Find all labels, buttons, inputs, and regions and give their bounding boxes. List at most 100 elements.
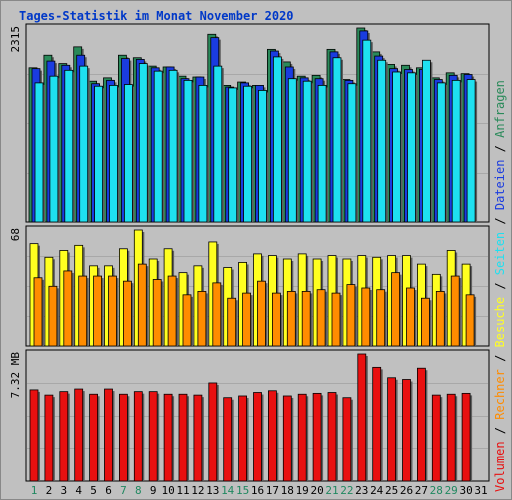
bar-seiten-13 — [213, 65, 223, 223]
bar-rechner-27 — [420, 297, 430, 347]
bar-volumen-18 — [282, 395, 292, 482]
bar-volumen-6 — [104, 388, 113, 482]
bar-rechner-6 — [108, 275, 117, 347]
legend-rechner: Rechner — [493, 369, 507, 420]
bar-seiten-28 — [436, 82, 446, 223]
x-tick-24: 24 — [370, 484, 384, 497]
bar-seiten-12 — [198, 85, 208, 223]
x-tick-9: 9 — [150, 484, 157, 497]
legend-separator: / — [493, 347, 507, 369]
panel-visits: 68 — [9, 225, 490, 347]
bar-rechner-26 — [406, 287, 415, 347]
bar-seiten-11 — [183, 79, 193, 223]
y-max-label-volume: 7.32 MB — [9, 352, 22, 399]
legend-separator: / — [493, 210, 507, 232]
legend: Volumen / Rechner / Besuche / Seiten / D… — [493, 80, 507, 492]
bar-volumen-25 — [387, 377, 397, 482]
x-tick-30: 30 — [459, 484, 472, 497]
bar-volumen-5 — [89, 393, 98, 482]
bar-volumen-15 — [238, 395, 248, 482]
x-tick-29: 29 — [445, 484, 458, 497]
x-tick-18: 18 — [281, 484, 294, 497]
bar-rechner-25 — [391, 272, 401, 347]
bar-rechner-30 — [465, 294, 475, 347]
bar-volumen-20 — [312, 392, 322, 482]
bar-seiten-2 — [49, 75, 59, 223]
bar-seiten-27 — [421, 59, 431, 223]
bar-seiten-30 — [466, 79, 476, 223]
bar-volumen-10 — [163, 393, 173, 482]
bar-seiten-16 — [258, 90, 267, 223]
x-tick-1: 1 — [31, 484, 38, 497]
legend-separator: / — [493, 420, 507, 442]
x-tick-13: 13 — [206, 484, 219, 497]
x-tick-6: 6 — [105, 484, 112, 497]
bar-seiten-19 — [302, 80, 312, 223]
bar-volumen-27 — [416, 367, 426, 482]
bar-seiten-8 — [138, 63, 148, 223]
bar-seiten-1 — [34, 82, 44, 223]
x-tick-31: 31 — [474, 484, 487, 497]
x-tick-22: 22 — [340, 484, 353, 497]
bar-volumen-3 — [59, 391, 69, 482]
bar-volumen-8 — [133, 391, 143, 482]
bar-rechner-19 — [301, 291, 311, 347]
bar-seiten-15 — [243, 85, 253, 223]
bar-rechner-17 — [271, 292, 281, 347]
bar-volumen-14 — [223, 397, 233, 482]
bar-rechner-15 — [242, 292, 252, 347]
bar-seiten-20 — [317, 85, 327, 223]
bar-seiten-3 — [64, 69, 74, 223]
x-tick-5: 5 — [90, 484, 97, 497]
bar-rechner-10 — [167, 275, 177, 347]
bar-volumen-12 — [193, 394, 203, 482]
x-tick-11: 11 — [176, 484, 189, 497]
bar-seiten-21 — [332, 57, 342, 223]
legend-separator: / — [493, 138, 507, 160]
bar-seiten-22 — [347, 83, 357, 223]
x-tick-3: 3 — [60, 484, 67, 497]
bar-volumen-1 — [29, 389, 39, 482]
bar-rechner-18 — [286, 291, 296, 347]
x-tick-19: 19 — [296, 484, 309, 497]
bar-seiten-9 — [153, 70, 163, 223]
legend-besuche: Besuche — [493, 297, 507, 348]
y-max-label-visits: 68 — [9, 228, 22, 241]
legend-volumen: Volumen — [493, 441, 507, 492]
bar-volumen-9 — [148, 391, 158, 482]
legend-seiten: Seiten — [493, 232, 507, 275]
x-tick-4: 4 — [75, 484, 82, 497]
bar-volumen-23 — [357, 353, 367, 482]
bar-rechner-2 — [48, 285, 58, 347]
x-tick-25: 25 — [385, 484, 398, 497]
bar-volumen-7 — [119, 393, 128, 482]
bar-volumen-16 — [253, 392, 262, 482]
bar-volumen-2 — [44, 394, 54, 482]
bar-rechner-1 — [33, 277, 43, 347]
bar-volumen-13 — [208, 382, 218, 482]
x-tick-15: 15 — [236, 484, 249, 497]
x-tick-23: 23 — [355, 484, 368, 497]
x-tick-10: 10 — [161, 484, 174, 497]
x-tick-8: 8 — [135, 484, 142, 497]
x-tick-16: 16 — [251, 484, 264, 497]
bar-seiten-6 — [109, 85, 118, 223]
bar-volumen-17 — [267, 390, 277, 482]
legend-anfragen: Anfragen — [493, 80, 507, 138]
x-tick-21: 21 — [325, 484, 338, 497]
bar-rechner-7 — [123, 280, 132, 347]
bar-seiten-5 — [94, 85, 103, 223]
bar-rechner-13 — [212, 282, 222, 347]
bar-rechner-20 — [316, 289, 326, 347]
bar-seiten-23 — [362, 39, 372, 223]
bar-seiten-18 — [287, 78, 297, 223]
bar-rechner-22 — [346, 284, 356, 347]
bar-rechner-29 — [450, 275, 460, 347]
bar-volumen-30 — [461, 392, 471, 482]
bar-rechner-16 — [257, 280, 266, 347]
bar-volumen-22 — [342, 397, 352, 482]
bar-seiten-4 — [79, 65, 89, 223]
x-tick-28: 28 — [430, 484, 443, 497]
bar-volumen-24 — [372, 366, 382, 482]
